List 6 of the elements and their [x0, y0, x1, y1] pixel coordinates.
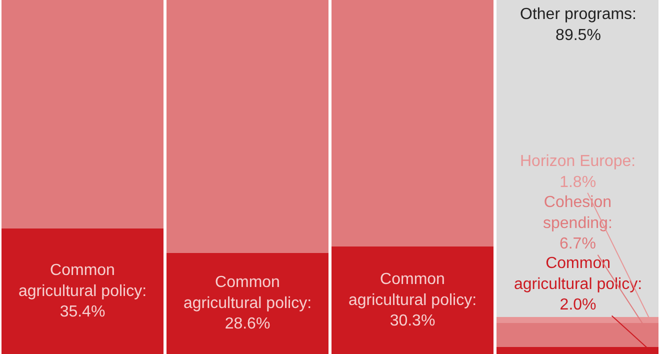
data-label: Common agricultural policy: 28.6% — [183, 274, 312, 333]
data-label: Common agricultural policy: 2.0% — [514, 255, 642, 314]
data-label: Horizon Europe: 1.8% — [520, 153, 636, 191]
data-label: Other programs: 89.5% — [520, 6, 636, 44]
data-label: Common agricultural policy: 30.3% — [348, 271, 477, 330]
data-label: Common agricultural policy: 35.4% — [18, 262, 147, 321]
